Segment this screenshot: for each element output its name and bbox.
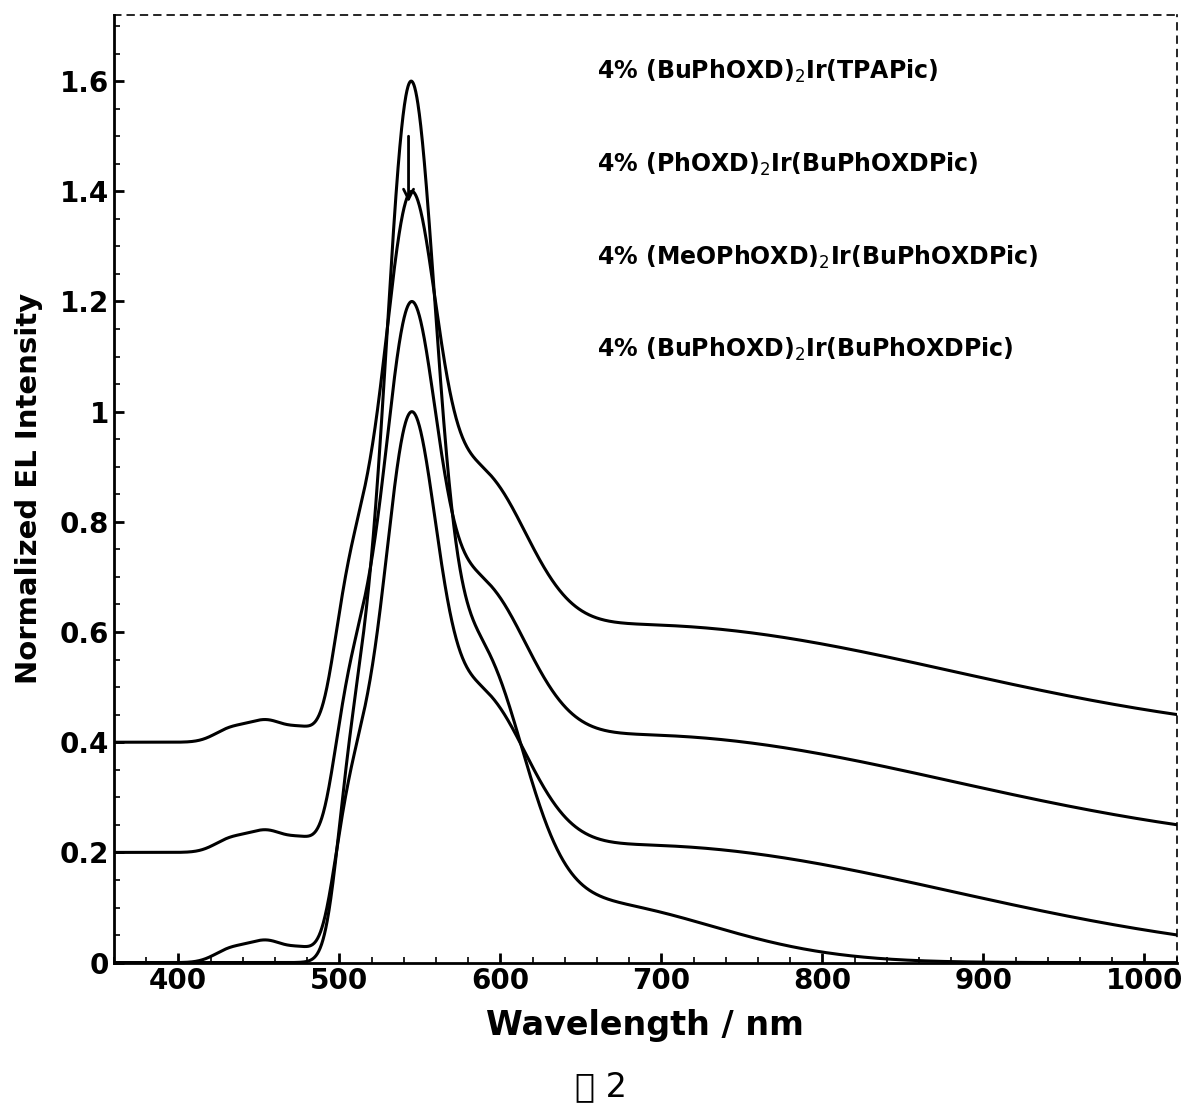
Text: 4% (BuPhOXD)$_2$Ir(BuPhOXDPic): 4% (BuPhOXD)$_2$Ir(BuPhOXDPic) [597,336,1014,364]
Text: 4% (BuPhOXD)$_2$Ir(TPAPic): 4% (BuPhOXD)$_2$Ir(TPAPic) [597,58,939,85]
Text: 4% (MeOPhOXD)$_2$Ir(BuPhOXDPic): 4% (MeOPhOXD)$_2$Ir(BuPhOXDPic) [597,244,1039,270]
Y-axis label: Normalized EL Intensity: Normalized EL Intensity [14,293,43,684]
Text: 图 2: 图 2 [575,1071,627,1103]
Text: 4% (PhOXD)$_2$Ir(BuPhOXDPic): 4% (PhOXD)$_2$Ir(BuPhOXDPic) [597,150,980,178]
X-axis label: Wavelength / nm: Wavelength / nm [487,1009,804,1043]
